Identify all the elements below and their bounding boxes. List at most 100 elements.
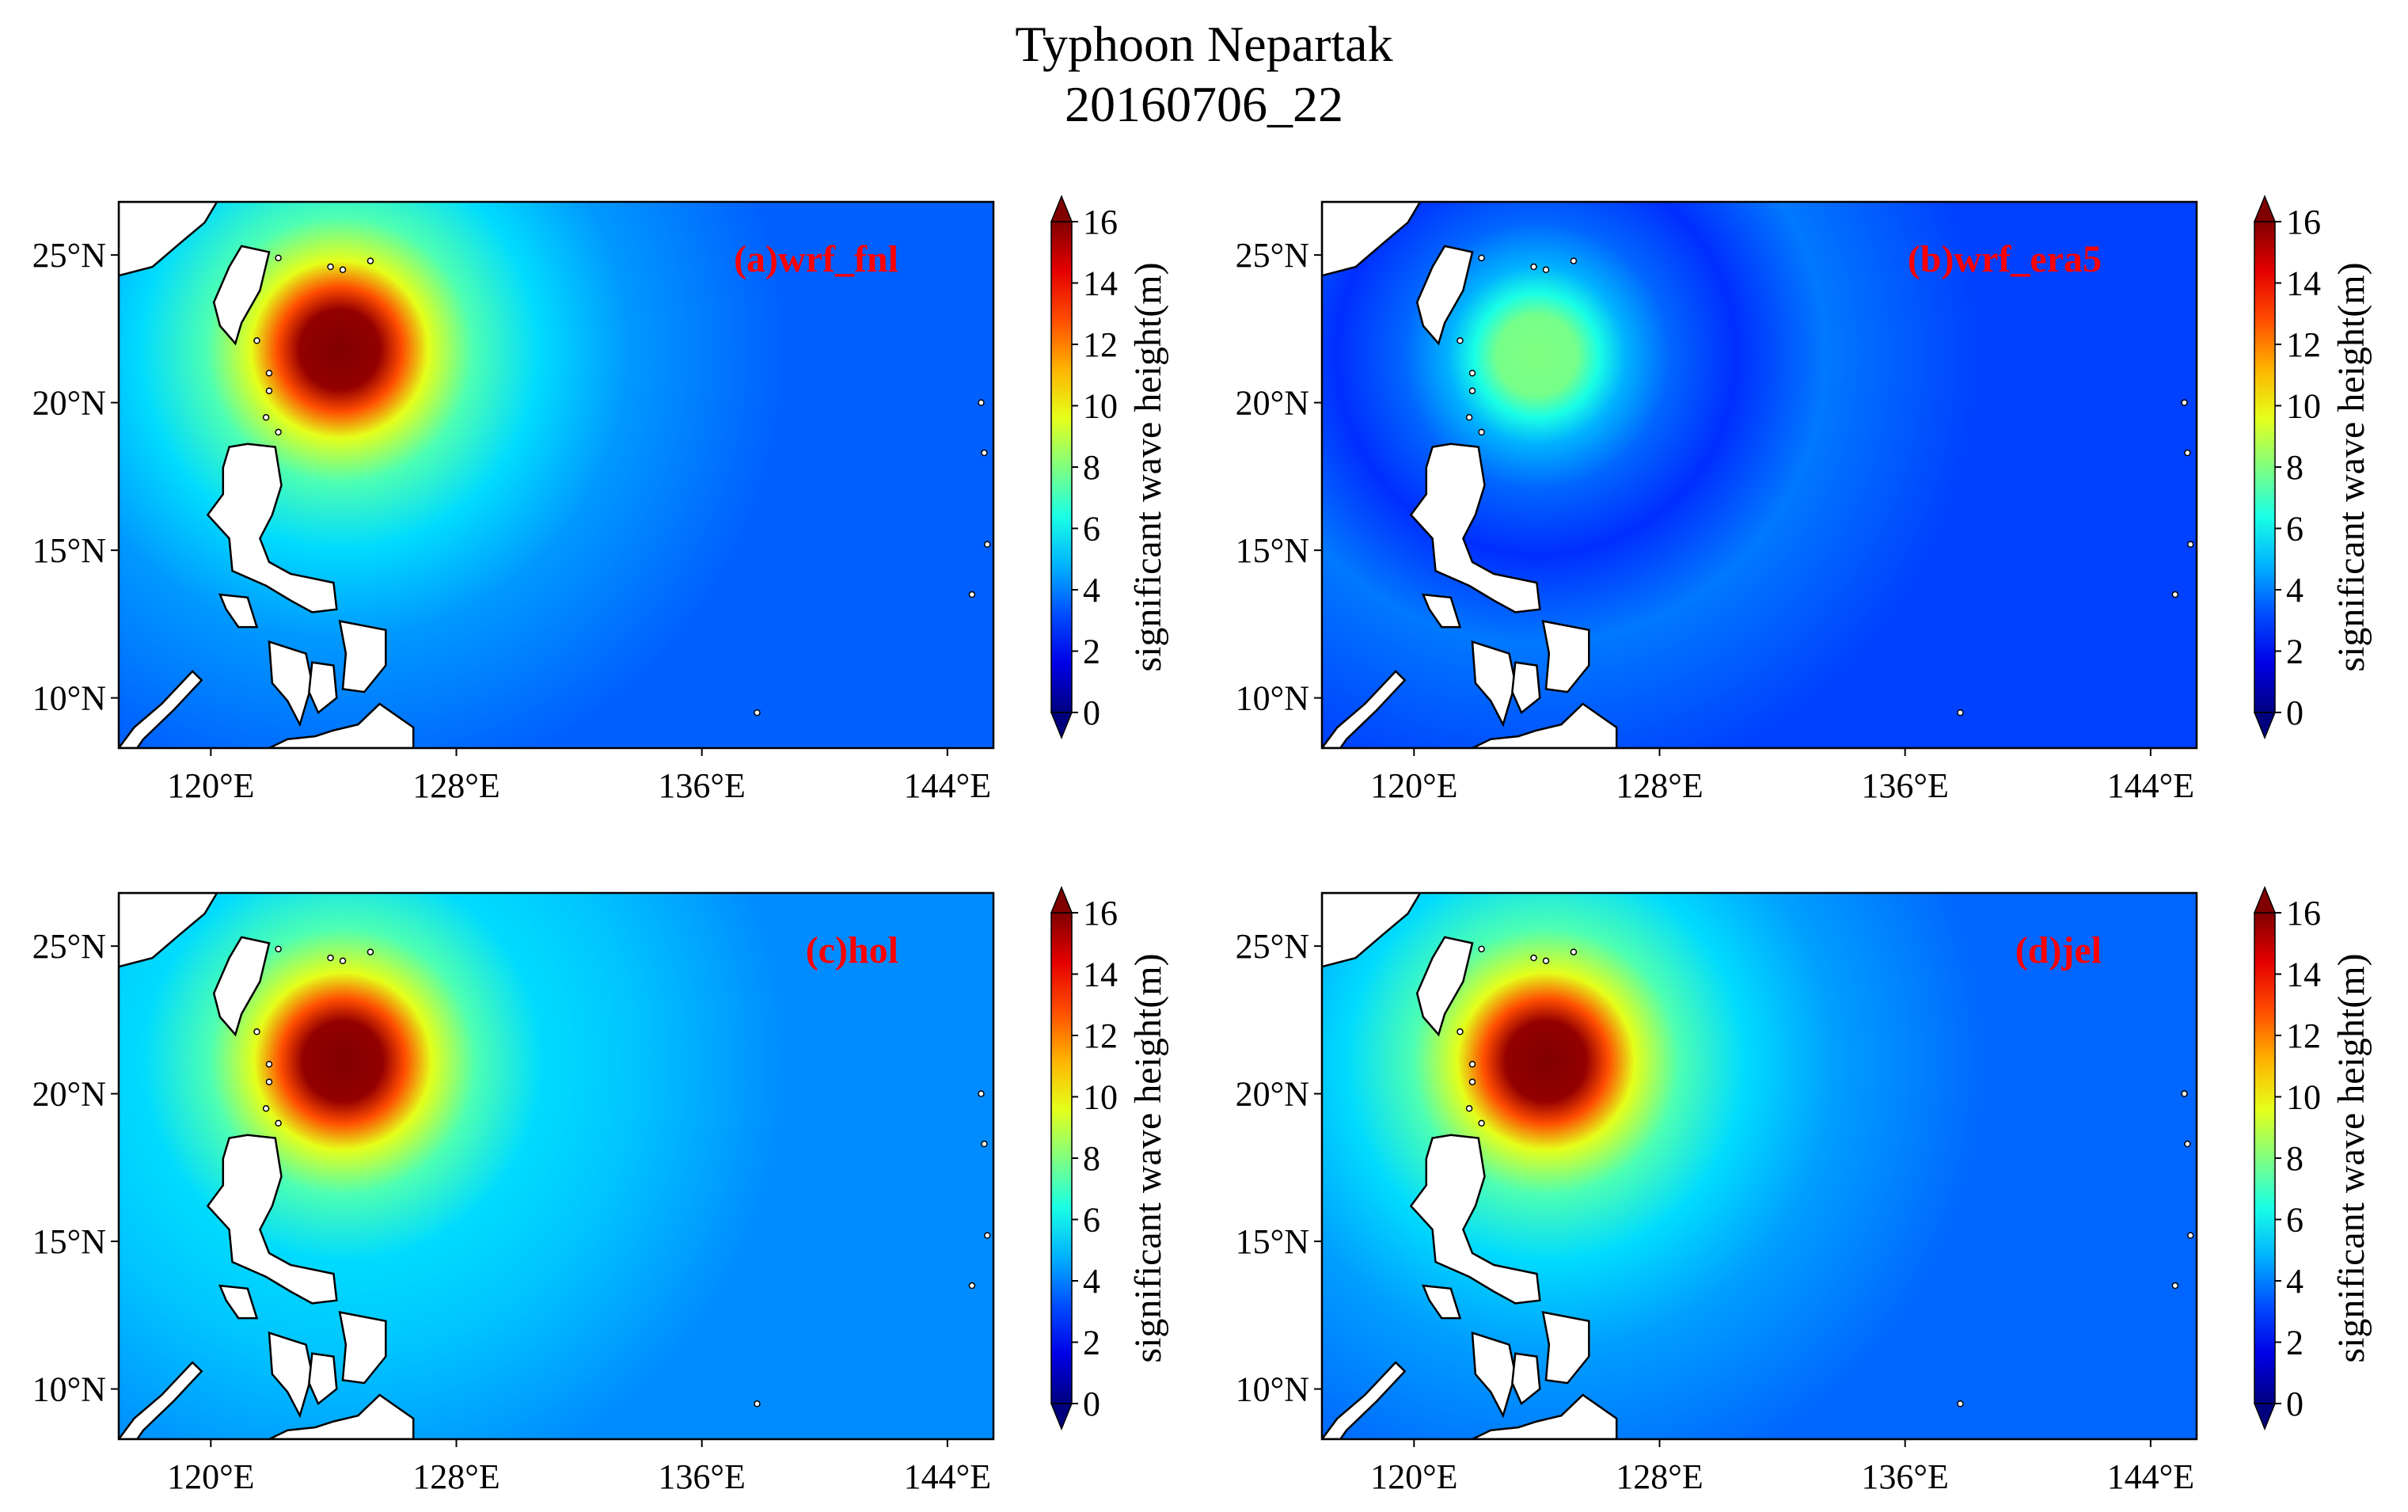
land-mass [268, 702, 415, 748]
colorbar-tick-label: 4 [2286, 1262, 2304, 1301]
storm-wave-field [1322, 893, 2037, 1439]
island [2186, 541, 2194, 548]
land-mass [1472, 702, 1618, 748]
island [1465, 1105, 1473, 1112]
figure-subtitle: 20160706_22 [1065, 76, 1343, 132]
island [1468, 387, 1476, 394]
panel-label: (b)wrf_era5 [1908, 238, 2102, 280]
colorbar-tick-label: 10 [1083, 387, 1118, 426]
land-mass [338, 620, 387, 693]
colorbar-tick-label: 6 [2286, 1201, 2304, 1240]
island [1542, 266, 1550, 274]
island [265, 1078, 273, 1085]
land-mass [119, 670, 203, 748]
colorbar-tick-label: 2 [1083, 633, 1100, 671]
land-mass [338, 1311, 387, 1385]
figure-title: Typhoon Nepartak [1015, 16, 1393, 72]
land-mass [1471, 640, 1517, 728]
island [265, 370, 273, 377]
map-frame [1320, 891, 2198, 1441]
colorbar-tick-label: 8 [1083, 1139, 1100, 1178]
island [2184, 1140, 2191, 1148]
storm-wave-field [1322, 202, 2028, 748]
y-tick-label: 20°N [1236, 384, 1309, 423]
y-tick-label: 10°N [1236, 679, 1309, 718]
x-tick-label: 144°E [904, 766, 991, 805]
island [367, 257, 374, 264]
storm-wave-field [119, 893, 834, 1439]
island [262, 414, 270, 421]
island [754, 1400, 761, 1408]
land-mass [1471, 1331, 1517, 1419]
y-tick-label: 25°N [1236, 236, 1309, 275]
colorbar-tick-label: 0 [2286, 693, 2304, 732]
x-tick-label: 136°E [658, 1457, 745, 1496]
land-mass [1472, 1393, 1618, 1439]
colorbar-tick-label: 16 [1083, 894, 1118, 933]
island [2171, 1282, 2179, 1290]
colorbar-extend-min [1050, 1403, 1073, 1430]
island [1478, 254, 1485, 262]
x-tick-label: 136°E [1861, 766, 1948, 805]
island [1478, 1119, 1485, 1127]
colorbar-tick-label: 0 [2286, 1385, 2304, 1423]
island [339, 957, 347, 965]
island [981, 449, 988, 457]
colorbar-tick-label: 0 [1083, 1385, 1100, 1423]
colorbar-tick-label: 10 [1083, 1078, 1118, 1117]
y-tick-label: 25°N [1236, 927, 1309, 966]
island [265, 1061, 273, 1068]
colorbar-tick-label: 16 [1083, 203, 1118, 241]
land-mass [119, 202, 218, 277]
island [253, 337, 260, 344]
y-tick-label: 15°N [1236, 531, 1309, 570]
island [2171, 591, 2179, 598]
map-frame [117, 891, 995, 1441]
colorbar-tick-label: 4 [1083, 571, 1100, 610]
panel-label: (a)wrf_fnl [734, 238, 898, 280]
land-mass [1511, 661, 1541, 715]
colorbar-tick-label: 2 [2286, 1324, 2304, 1362]
land-mass [1322, 202, 1422, 277]
y-tick-label: 15°N [32, 1222, 106, 1261]
island [1570, 948, 1578, 955]
x-tick-label: 144°E [2107, 766, 2194, 805]
land-mass [1322, 670, 1407, 748]
colorbar-tick-label: 4 [1083, 1262, 1100, 1301]
island [978, 1090, 985, 1097]
y-tick-label: 15°N [1236, 1222, 1309, 1261]
x-tick-label: 128°E [1616, 1457, 1703, 1496]
land-mass [212, 245, 271, 346]
figure-title-block: Typhoon Nepartak 20160706_22 [0, 14, 2408, 135]
colorbar-tick-label: 14 [2286, 955, 2321, 994]
x-tick-label: 120°E [167, 1457, 254, 1496]
y-tick-label: 15°N [32, 531, 106, 570]
colorbar-extend-max [1050, 195, 1073, 222]
land-mass [268, 640, 313, 728]
land-mass [1409, 1134, 1541, 1305]
island [1468, 1061, 1476, 1068]
storm-wave-field [119, 202, 830, 748]
map-frame [117, 200, 995, 750]
land-mass [1322, 1361, 1407, 1439]
colorbar-tick-label: 16 [2286, 203, 2321, 241]
island [327, 263, 334, 271]
colorbar-extend-max [2253, 195, 2277, 222]
colorbar-tick-label: 10 [2286, 387, 2321, 426]
land-mass [1415, 245, 1474, 346]
colorbar-extend-min [2253, 1403, 2277, 1430]
x-tick-label: 144°E [2107, 1457, 2194, 1496]
island [1457, 1028, 1464, 1035]
island [2181, 399, 2188, 406]
land-mass [268, 1331, 313, 1419]
panel-label: (d)jel [2015, 929, 2102, 971]
colorbar-tick-label: 12 [2286, 325, 2321, 364]
land-mass [119, 893, 218, 968]
colorbar-tick-label: 2 [2286, 633, 2304, 671]
land-mass [119, 1361, 203, 1439]
island [2184, 449, 2191, 457]
